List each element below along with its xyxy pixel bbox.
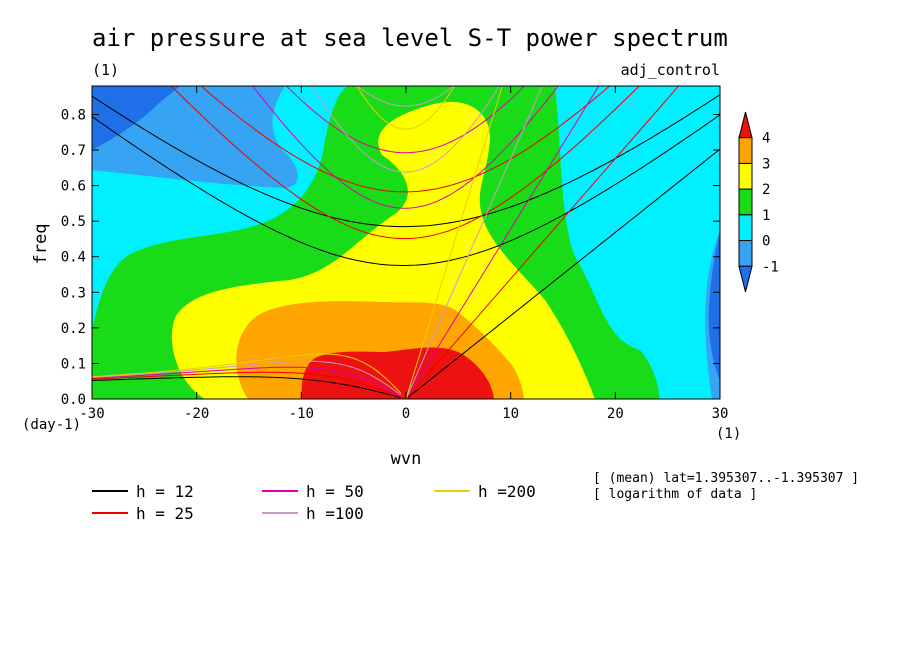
y-tick-label: 0.8	[61, 107, 86, 123]
y-tick-label: 0.2	[61, 321, 86, 337]
y-tick-label: 0.4	[61, 250, 86, 266]
legend-label: h =100	[306, 504, 364, 523]
colorbar-swatch	[738, 188, 753, 216]
chart-title: air pressure at sea level S-T power spec…	[92, 24, 728, 52]
legend-label: h =200	[478, 482, 536, 501]
note-mean-lat: [ (mean) lat=1.395307..-1.395307 ]	[593, 471, 859, 486]
kelvin-curve	[405, 86, 680, 399]
inertio-gravity-curve	[170, 86, 640, 240]
x-axis: -30 -20 -10 0 10 20 30	[79, 86, 728, 422]
plot-area	[92, 86, 720, 399]
colorbar-arrow-bottom	[738, 265, 753, 293]
colorbar-swatch	[738, 240, 753, 267]
colorbar-label: -1	[762, 259, 779, 275]
rossby-curve	[92, 360, 402, 396]
dispersion-curves	[92, 86, 720, 399]
colorbar-label: 1	[762, 208, 770, 224]
y-tick-label: 0.3	[61, 285, 86, 301]
y-tick-label: 0.5	[61, 214, 86, 230]
colorbar-arrow-top	[738, 111, 753, 139]
inertio-gravity-curve	[252, 86, 559, 209]
rossby-curve	[92, 366, 402, 397]
x-tick-label: -20	[184, 406, 209, 422]
inertio-gravity-curve	[285, 86, 526, 154]
note-logarithm: [ logarithm of data ]	[593, 487, 757, 502]
inertio-gravity-curve	[356, 86, 456, 130]
inertio-gravity-curve	[200, 86, 611, 193]
x-tick-label: -30	[79, 406, 104, 422]
band-level-minus1-left	[92, 86, 180, 150]
y-tick-label: 0.1	[61, 356, 86, 372]
colorbar-label: 4	[762, 131, 770, 147]
inertio-gravity-curve	[356, 86, 455, 107]
band-level-minus1-right	[708, 230, 720, 380]
colorbar-label: 0	[762, 234, 770, 250]
x-tick-label: 20	[607, 406, 624, 422]
colorbar-swatch	[738, 214, 753, 242]
chart-subtitle-left: (1)	[92, 61, 119, 79]
x-tick-label: 10	[502, 406, 519, 422]
inertio-gravity-curve	[311, 86, 501, 173]
y-tick-label: 0.6	[61, 179, 86, 195]
x-axis-label: wvn	[391, 449, 422, 469]
x-tick-label: -10	[289, 406, 314, 422]
legend-label: h = 50	[306, 482, 364, 501]
y-axis: 0.0 0.1 0.2 0.3 0.4 0.5 0.6 0.7 0.8	[61, 107, 720, 408]
rossby-curve	[92, 371, 401, 398]
x-tick-label: 0	[402, 406, 410, 422]
legend-label: h = 12	[136, 482, 194, 501]
band-level-5	[301, 347, 494, 399]
kelvin-curve	[405, 86, 503, 399]
colorbar-label: 3	[762, 156, 770, 172]
colorbar-label: 2	[762, 182, 770, 198]
rossby-curve	[92, 376, 401, 399]
y-axis-unit: (day-1)	[22, 417, 81, 433]
kelvin-curve	[405, 86, 543, 399]
kelvin-curve	[405, 148, 720, 399]
x-axis-unit: (1)	[716, 426, 741, 442]
y-axis-label: freq	[31, 224, 51, 265]
kelvin-curve	[405, 86, 600, 399]
inertio-gravity-curve	[92, 114, 720, 266]
rossby-curve	[92, 353, 402, 394]
colorbar-swatch	[738, 137, 753, 164]
legend-label: h = 25	[136, 504, 194, 523]
y-tick-label: 0.7	[61, 143, 86, 159]
chart-subtitle-right: adj_control	[621, 61, 720, 79]
curve-legend: h = 12 h = 25 h = 50 h =100 h =200	[92, 482, 536, 523]
colorbar: -1 0 1 2 3 4	[738, 111, 779, 293]
colorbar-swatch	[738, 162, 753, 190]
x-tick-label: 30	[712, 406, 729, 422]
y-tick-label: 0.0	[61, 392, 86, 408]
